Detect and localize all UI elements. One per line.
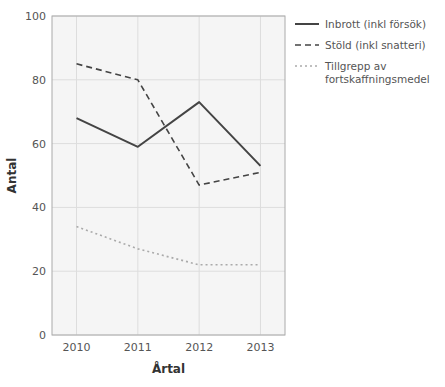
legend-label: Tillgrepp avfortskaffningsmedel [324, 60, 430, 85]
legend-label: Inbrott (inkl försök) [325, 18, 426, 30]
tick-label: 60 [32, 138, 46, 151]
plot-frame [52, 16, 285, 335]
tick-label: 100 [25, 10, 46, 23]
grid-line [199, 16, 200, 335]
tick-label: 20 [32, 265, 46, 278]
axis-label: Antal [5, 158, 19, 194]
grid-line [52, 143, 285, 144]
tick-label: 2013 [246, 341, 274, 354]
series-group [77, 64, 261, 265]
grid-line [52, 79, 285, 80]
plot-area [52, 16, 285, 335]
grid-line [52, 207, 285, 208]
series-line [77, 102, 261, 166]
grid-line [260, 16, 261, 335]
legend-swatch [295, 44, 319, 46]
tick-label: 40 [32, 201, 46, 214]
tick-label: 80 [32, 74, 46, 87]
legend-label: Stöld (inkl snatteri) [325, 39, 426, 51]
chart: 0 20 40 60 80 100 2010 2011 2012 2013 Årtal Antal In… [0, 0, 445, 387]
series-line [77, 227, 261, 265]
tick-label: 0 [39, 329, 46, 342]
tick-label: 2011 [124, 341, 152, 354]
tick-label: 2012 [185, 341, 213, 354]
grid-line [52, 271, 285, 272]
legend: Inbrott (inkl försök) Stöld (inkl snatter… [295, 18, 430, 85]
grid-line [137, 16, 138, 335]
tick-label: 2010 [63, 341, 91, 354]
axis-label: Årtal [152, 361, 185, 376]
series-line [77, 64, 261, 185]
legend-swatch [295, 65, 319, 67]
legend-swatch [295, 23, 319, 25]
